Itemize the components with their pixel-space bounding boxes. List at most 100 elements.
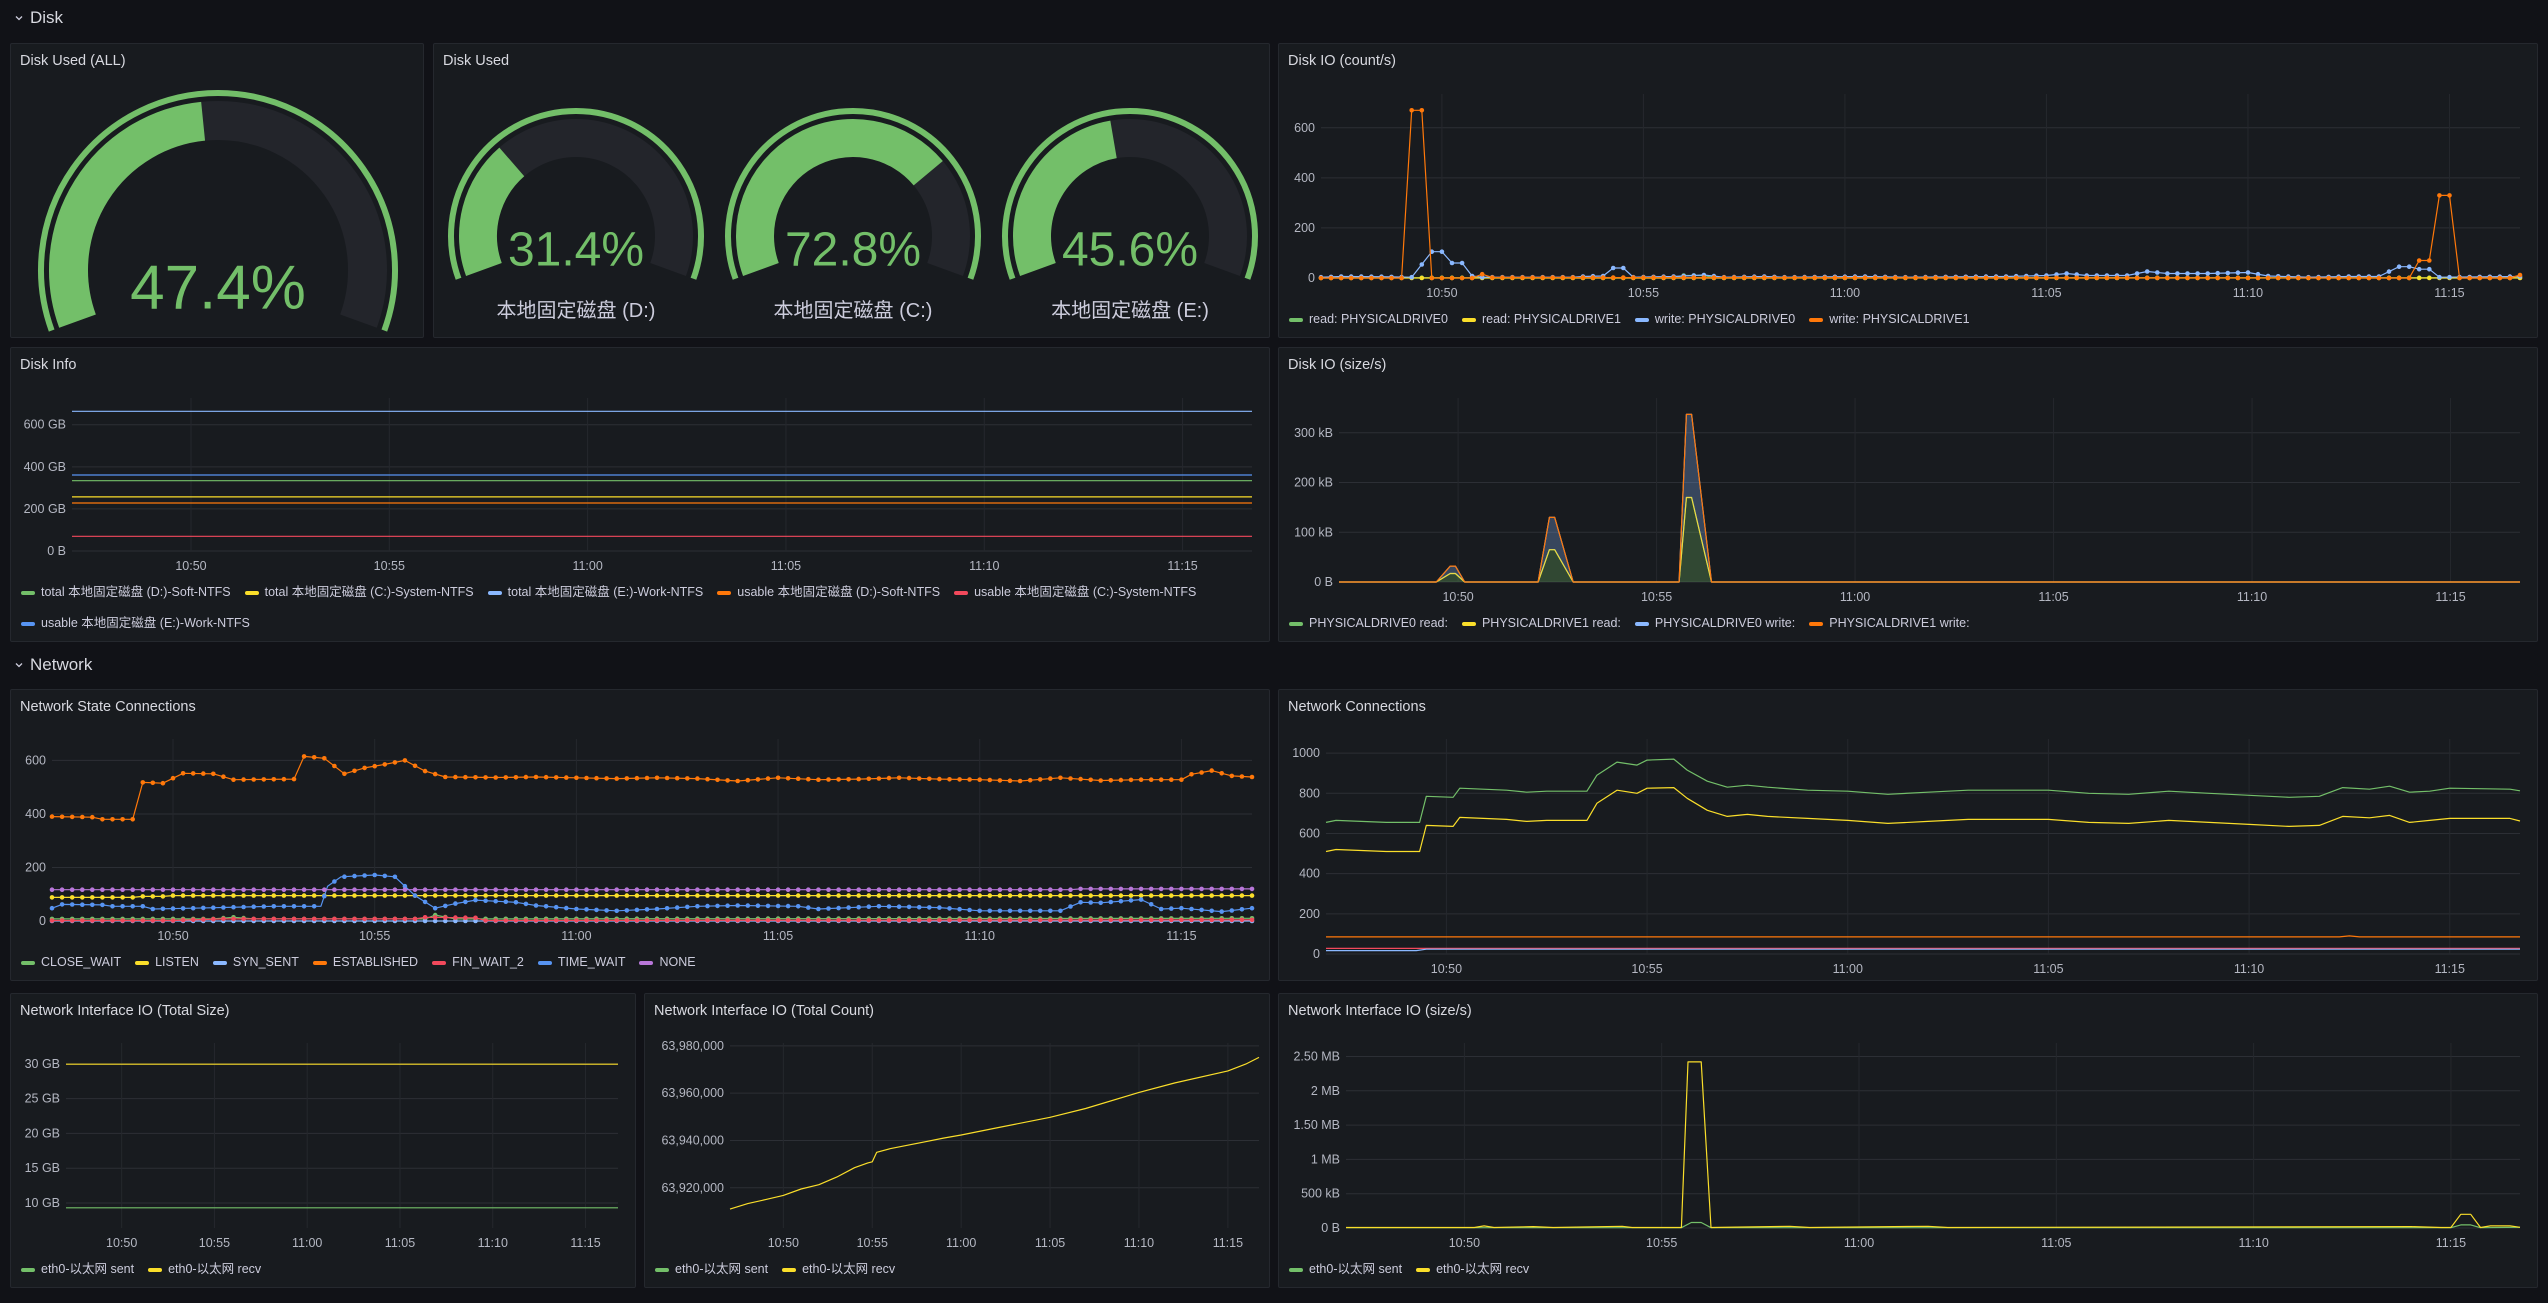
data-point (826, 906, 831, 911)
legend-item[interactable]: PHYSICALDRIVE1 write: (1809, 616, 1970, 631)
data-point (1359, 275, 1364, 281)
panel-title[interactable]: Disk Info (20, 357, 77, 373)
data-point (453, 774, 458, 780)
data-point (564, 918, 569, 923)
data-point (140, 780, 146, 785)
legend-item[interactable]: write: PHYSICALDRIVE0 (1634, 312, 1795, 327)
legend-item[interactable]: usable 本地固定磁盘 (C:)-System-NTFS (954, 585, 1196, 600)
data-point (685, 904, 690, 910)
legend-label: usable 本地固定磁盘 (C:)-System-NTFS (974, 585, 1197, 599)
data-point (987, 777, 993, 783)
data-point (685, 918, 690, 923)
panel-title[interactable]: Network Interface IO (Total Count) (654, 1003, 874, 1019)
legend-item[interactable]: write: PHYSICALDRIVE1 (1809, 312, 1970, 327)
data-point (1138, 893, 1144, 898)
legend-item[interactable]: usable 本地固定磁盘 (E:)-Work-NTFS (21, 616, 250, 631)
legend-item[interactable]: eth0-以太网 recv (782, 1262, 895, 1277)
data-point (2447, 193, 2452, 198)
legend-item[interactable]: read: PHYSICALDRIVE1 (1461, 312, 1621, 327)
legend-item[interactable]: TIME_WAIT (537, 955, 625, 970)
data-point (211, 771, 216, 777)
legend-item[interactable]: eth0-以太网 recv (1416, 1262, 1529, 1277)
data-point (1328, 275, 1334, 281)
data-point (352, 873, 357, 879)
legend-item[interactable]: PHYSICALDRIVE0 write: (1634, 616, 1795, 631)
data-point (715, 903, 720, 909)
data-point (1741, 275, 1747, 280)
data-point (977, 893, 982, 898)
data-point (564, 905, 569, 911)
data-point (1048, 887, 1053, 892)
legend-item[interactable]: SYN_SENT (212, 955, 299, 970)
y-tick-label: 0 (39, 914, 46, 928)
legend-item[interactable]: eth0-以太网 sent (21, 1262, 134, 1277)
data-point (332, 879, 337, 884)
panel-title[interactable]: Disk IO (size/s) (1288, 357, 1387, 373)
y-tick-label: 63,960,000 (661, 1086, 724, 1100)
data-point (59, 814, 65, 820)
legend-item[interactable]: total 本地固定磁盘 (E:)-Work-NTFS (487, 585, 703, 600)
x-tick-label: 11:05 (2041, 1236, 2071, 1250)
data-point (392, 916, 398, 922)
data-point (1058, 887, 1063, 892)
data-point (241, 777, 246, 782)
data-point (483, 887, 488, 892)
data-point (261, 887, 267, 892)
data-point (997, 778, 1003, 783)
data-point (1007, 893, 1013, 898)
panel-title[interactable]: Disk Used (443, 53, 510, 69)
data-point (1068, 904, 1073, 909)
row-header-network[interactable]: Network (14, 653, 92, 677)
row-header-disk[interactable]: Disk (14, 6, 63, 30)
data-point (120, 895, 125, 900)
panel-title[interactable]: Network Interface IO (size/s) (1288, 1003, 1472, 1019)
panel-title[interactable]: Network Connections (1288, 699, 1426, 715)
data-point (251, 916, 256, 922)
legend-item[interactable]: total 本地固定磁盘 (C:)-System-NTFS (244, 585, 474, 600)
data-point (1058, 775, 1063, 781)
panel-title[interactable]: Disk IO (count/s) (1288, 53, 1396, 69)
data-point (2165, 275, 2170, 281)
x-tick-label: 10:55 (1646, 1236, 1677, 1250)
data-point (1048, 917, 1053, 923)
legend-label: eth0-以太网 sent (675, 1262, 769, 1276)
legend-item[interactable]: read: PHYSICALDRIVE0 (1289, 312, 1448, 327)
data-point (886, 904, 892, 909)
data-point (1017, 778, 1023, 784)
legend: eth0-以太网 sent eth0-以太网 recv (655, 1262, 1259, 1277)
x-tick-label: 11:05 (763, 929, 793, 943)
data-point (856, 887, 861, 892)
data-point (735, 893, 740, 898)
y-tick-label: 30 GB (25, 1057, 60, 1071)
data-point (1822, 275, 1828, 280)
legend-item[interactable]: PHYSICALDRIVE1 read: (1461, 616, 1621, 631)
legend-item[interactable]: total 本地固定磁盘 (D:)-Soft-NTFS (21, 585, 231, 600)
data-point (906, 904, 912, 910)
data-point (1923, 275, 1928, 280)
panel-title[interactable]: Disk Used (ALL) (20, 53, 126, 69)
legend-item[interactable]: usable 本地固定磁盘 (D:)-Soft-NTFS (717, 585, 940, 600)
legend-item[interactable]: ESTABLISHED (312, 955, 418, 970)
legend-item[interactable]: eth0-以太网 sent (655, 1262, 768, 1277)
legend-item[interactable]: FIN_WAIT_2 (432, 955, 524, 970)
legend-item[interactable]: PHYSICALDRIVE0 read: (1289, 616, 1448, 631)
data-point (1610, 265, 1616, 271)
data-point (2235, 270, 2241, 275)
legend-item[interactable]: LISTEN (135, 955, 199, 970)
legend-color-swatch (244, 590, 259, 595)
data-point (685, 893, 690, 898)
data-point (493, 898, 499, 904)
data-point (1017, 887, 1023, 892)
data-point (886, 887, 892, 892)
legend-item[interactable]: eth0-以太网 recv (148, 1262, 261, 1277)
legend-item[interactable]: NONE (639, 955, 696, 970)
panel-title[interactable]: Network Interface IO (Total Size) (20, 1003, 230, 1019)
data-point (342, 887, 347, 892)
panel-title[interactable]: Network State Connections (20, 699, 196, 715)
data-point (1239, 907, 1245, 912)
data-point (100, 895, 105, 900)
data-point (644, 887, 650, 892)
data-point (2336, 275, 2341, 281)
legend-item[interactable]: CLOSE_WAIT (21, 955, 121, 970)
legend-item[interactable]: eth0-以太网 sent (1289, 1262, 1402, 1277)
